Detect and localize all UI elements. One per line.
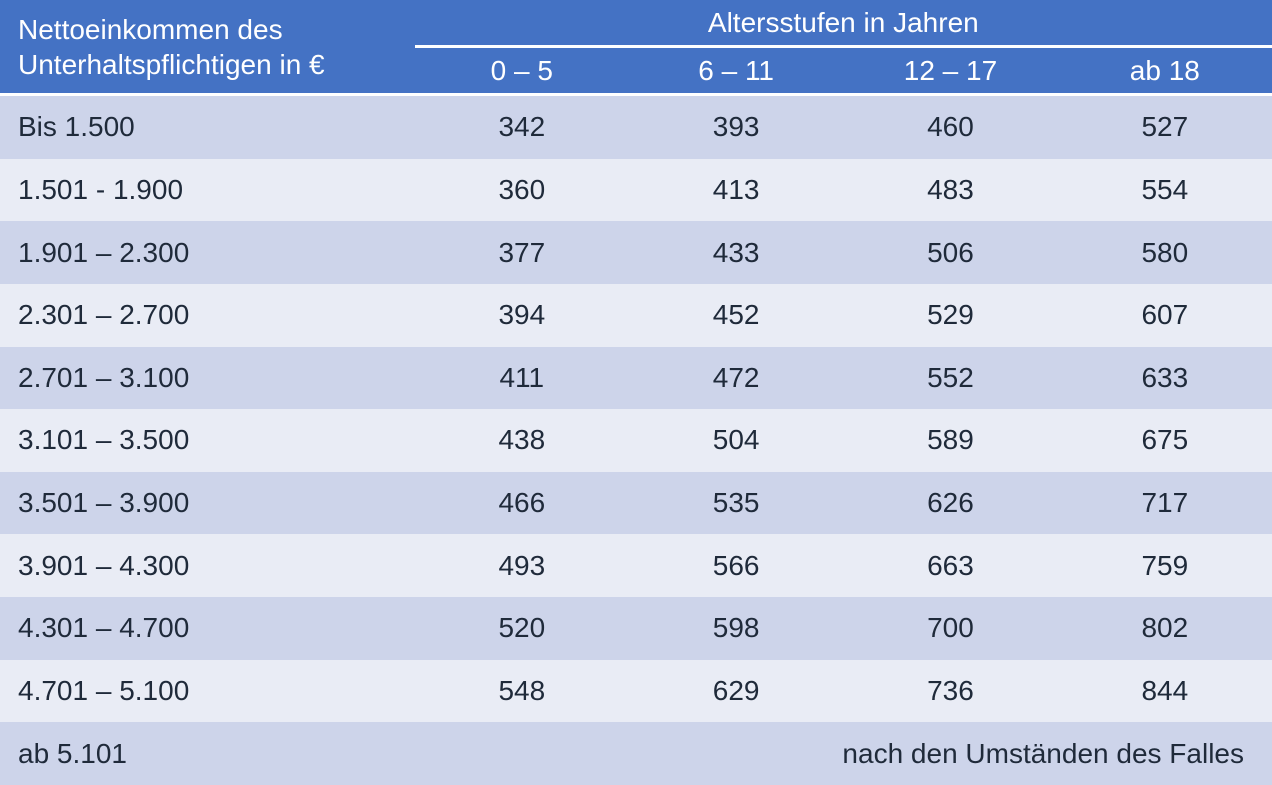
value-cell: 598 (629, 597, 843, 660)
table-header: Nettoeinkommen des Unterhaltspflichtigen… (0, 0, 1272, 96)
value-cell: 411 (415, 347, 629, 410)
value-cell: 393 (629, 96, 843, 159)
value-cell: 717 (1058, 472, 1272, 535)
value-cell: 394 (415, 284, 629, 347)
value-cell: 548 (415, 660, 629, 723)
header-age-18up: ab 18 (1058, 48, 1272, 96)
income-bracket: 1.901 – 2.300 (0, 221, 415, 284)
value-cell: 360 (415, 159, 629, 222)
value-cell: 844 (1058, 660, 1272, 723)
value-cell: 759 (1058, 534, 1272, 597)
header-income-line2: Unterhaltspflichtigen in € (18, 49, 325, 80)
income-bracket: 3.101 – 3.500 (0, 409, 415, 472)
income-bracket: 1.501 - 1.900 (0, 159, 415, 222)
income-bracket: 4.301 – 4.700 (0, 597, 415, 660)
value-cell: 736 (843, 660, 1057, 723)
income-bracket: 3.501 – 3.900 (0, 472, 415, 535)
value-cell: 377 (415, 221, 629, 284)
header-income-line1: Nettoeinkommen des (18, 14, 283, 45)
value-cell: 460 (843, 96, 1057, 159)
value-cell: 566 (629, 534, 843, 597)
value-cell: 342 (415, 96, 629, 159)
table-row: 1.501 - 1.900 360 413 483 554 (0, 159, 1272, 222)
value-cell: 633 (1058, 347, 1272, 410)
value-cell: 493 (415, 534, 629, 597)
value-cell: 527 (1058, 96, 1272, 159)
value-cell: 504 (629, 409, 843, 472)
value-cell: 552 (843, 347, 1057, 410)
income-bracket: ab 5.101 (0, 722, 415, 785)
header-age-groups-title: Altersstufen in Jahren (415, 0, 1272, 48)
header-income-label: Nettoeinkommen des Unterhaltspflichtigen… (0, 0, 415, 96)
income-bracket: 3.901 – 4.300 (0, 534, 415, 597)
table-row: 3.901 – 4.300 493 566 663 759 (0, 534, 1272, 597)
value-cell: 472 (629, 347, 843, 410)
value-cell: 438 (415, 409, 629, 472)
value-cell: 433 (629, 221, 843, 284)
value-cell: 663 (843, 534, 1057, 597)
table-row: 3.501 – 3.900 466 535 626 717 (0, 472, 1272, 535)
final-note: nach den Umständen des Falles (415, 722, 1272, 785)
value-cell: 607 (1058, 284, 1272, 347)
maintenance-table: Nettoeinkommen des Unterhaltspflichtigen… (0, 0, 1272, 785)
value-cell: 700 (843, 597, 1057, 660)
value-cell: 466 (415, 472, 629, 535)
value-cell: 675 (1058, 409, 1272, 472)
value-cell: 589 (843, 409, 1057, 472)
income-bracket: 2.701 – 3.100 (0, 347, 415, 410)
income-bracket: 4.701 – 5.100 (0, 660, 415, 723)
table-body: Bis 1.500 342 393 460 527 1.501 - 1.900 … (0, 96, 1272, 785)
income-bracket: 2.301 – 2.700 (0, 284, 415, 347)
header-age-6-11: 6 – 11 (629, 48, 843, 96)
value-cell: 483 (843, 159, 1057, 222)
table-row: 1.901 – 2.300 377 433 506 580 (0, 221, 1272, 284)
value-cell: 802 (1058, 597, 1272, 660)
income-bracket: Bis 1.500 (0, 96, 415, 159)
table-row: 3.101 – 3.500 438 504 589 675 (0, 409, 1272, 472)
value-cell: 452 (629, 284, 843, 347)
value-cell: 413 (629, 159, 843, 222)
maintenance-table-container: Nettoeinkommen des Unterhaltspflichtigen… (0, 0, 1272, 785)
table-row: 4.701 – 5.100 548 629 736 844 (0, 660, 1272, 723)
value-cell: 529 (843, 284, 1057, 347)
table-row: 4.301 – 4.700 520 598 700 802 (0, 597, 1272, 660)
table-row: Bis 1.500 342 393 460 527 (0, 96, 1272, 159)
table-row-final: ab 5.101 nach den Umständen des Falles (0, 722, 1272, 785)
value-cell: 580 (1058, 221, 1272, 284)
value-cell: 629 (629, 660, 843, 723)
value-cell: 626 (843, 472, 1057, 535)
value-cell: 506 (843, 221, 1057, 284)
value-cell: 535 (629, 472, 843, 535)
table-row: 2.701 – 3.100 411 472 552 633 (0, 347, 1272, 410)
value-cell: 554 (1058, 159, 1272, 222)
value-cell: 520 (415, 597, 629, 660)
table-row: 2.301 – 2.700 394 452 529 607 (0, 284, 1272, 347)
header-age-12-17: 12 – 17 (843, 48, 1057, 96)
header-age-0-5: 0 – 5 (415, 48, 629, 96)
